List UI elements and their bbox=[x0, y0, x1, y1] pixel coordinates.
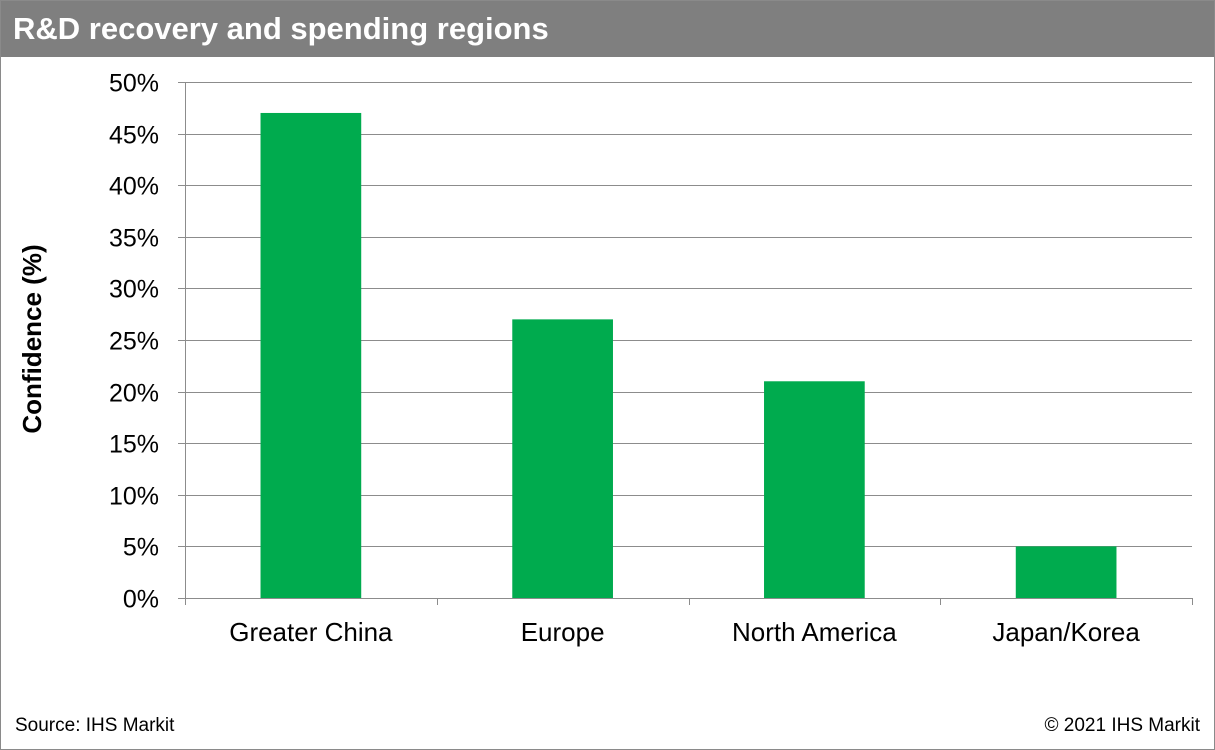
y-tick-label: 35% bbox=[109, 225, 159, 253]
y-tick-label: 10% bbox=[109, 483, 159, 511]
y-tick-label: 50% bbox=[109, 70, 159, 98]
y-tick-label: 30% bbox=[109, 276, 159, 304]
y-axis-title: Confidence (%) bbox=[17, 244, 47, 433]
tick-labels: 0% 5% 10% 15% 20% 25% 30% 35% 40% 45% 50% Greater C… bbox=[109, 70, 1140, 648]
x-tick-label: Greater China bbox=[229, 617, 393, 647]
bar-japan-korea bbox=[1015, 546, 1117, 598]
y-tick-label: 0% bbox=[123, 586, 159, 614]
y-tick-label: 25% bbox=[109, 328, 159, 356]
y-tick-label: 5% bbox=[123, 534, 159, 562]
source-note: Source: IHS Markit bbox=[15, 715, 175, 736]
x-tick-label: North America bbox=[732, 617, 897, 647]
title-bar: R&D recovery and spending regions bbox=[1, 1, 1214, 57]
bars bbox=[260, 112, 1117, 599]
x-tick-label: Europe bbox=[521, 617, 605, 647]
x-tick-label: Japan/Korea bbox=[992, 617, 1140, 647]
y-tick-label: 45% bbox=[109, 122, 159, 150]
copyright-note: © 2021 IHS Markit bbox=[1044, 715, 1201, 736]
y-tick-label: 20% bbox=[109, 380, 159, 408]
chart-title: R&D recovery and spending regions bbox=[13, 11, 549, 46]
axes bbox=[178, 82, 1193, 605]
bar-greater-china bbox=[260, 112, 362, 599]
bar-north-america bbox=[764, 381, 865, 598]
bar-europe bbox=[512, 319, 613, 598]
y-tick-label: 40% bbox=[109, 173, 159, 201]
y-tick-label: 15% bbox=[109, 431, 159, 459]
